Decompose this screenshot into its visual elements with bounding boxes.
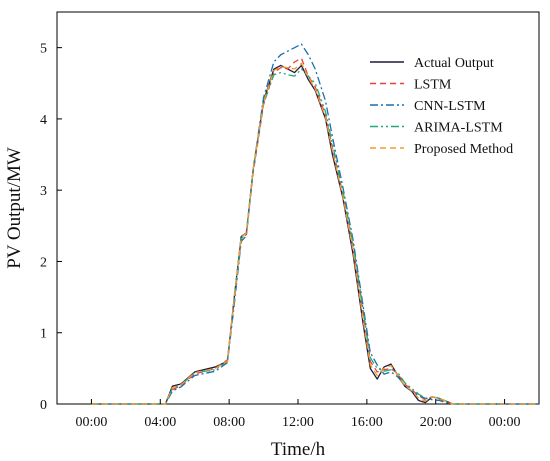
legend-item-cnn-lstm: CNN-LSTM [370, 99, 486, 114]
y-tick-label: 5 [40, 42, 47, 57]
legend-item-actual-output: Actual Output [370, 56, 494, 71]
x-tick-label: 12:00 [282, 415, 314, 430]
y-tick-label: 2 [40, 255, 47, 270]
legend-item-proposed-method: Proposed Method [370, 142, 513, 157]
series-layer [91, 43, 539, 405]
series-line-proposed-method [91, 62, 539, 405]
legend-label: LSTM [414, 78, 452, 93]
axis-layer: 00:00 04:00 08:00 12:00 16:00 20:00 00:00 0 1 2 3 4… [40, 42, 521, 430]
series-line-actual-output [91, 64, 539, 405]
legend-label: ARIMA-LSTM [414, 121, 503, 136]
y-tick-label: 4 [40, 113, 47, 128]
x-tick-label: 00:00 [75, 415, 107, 430]
x-axis-title: Time/h [271, 439, 326, 460]
legend-label: CNN-LSTM [414, 99, 486, 114]
series-line-arima-lstm [91, 68, 539, 405]
x-tick-label: 00:00 [489, 415, 521, 430]
x-tick-label: 16:00 [351, 415, 383, 430]
x-tick-label: 04:00 [144, 415, 176, 430]
legend-label: Actual Output [414, 56, 494, 71]
x-tick-label: 08:00 [213, 415, 245, 430]
legend-item-arima-lstm: ARIMA-LSTM [370, 121, 503, 136]
x-tick-label: 20:00 [420, 415, 452, 430]
y-tick-label: 1 [40, 327, 47, 342]
legend: Actual Output LSTM CNN-LSTM ARIMA-LSTM Propo… [370, 56, 513, 157]
y-tick-label: 0 [40, 398, 47, 413]
legend-item-lstm: LSTM [370, 78, 452, 93]
y-axis-title: PV Output/MW [4, 147, 25, 269]
legend-label: Proposed Method [414, 142, 513, 157]
y-tick-label: 3 [40, 184, 47, 199]
